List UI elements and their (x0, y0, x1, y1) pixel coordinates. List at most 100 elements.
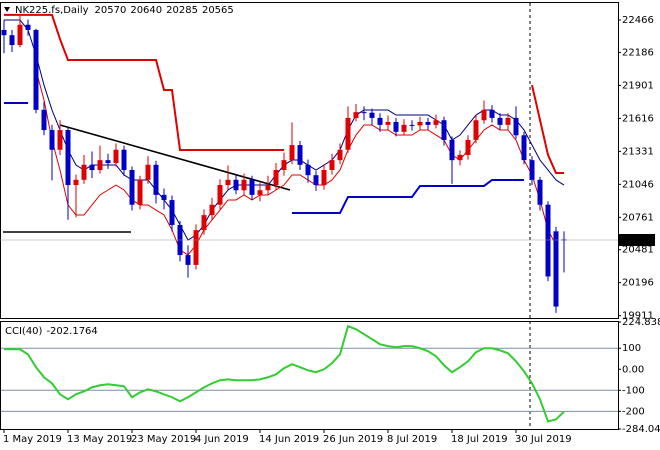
candle-body (553, 231, 559, 307)
main-pane (0, 2, 619, 319)
candle-body (129, 169, 135, 205)
candle-body (257, 190, 263, 195)
candle-body (201, 215, 207, 231)
candle-body (169, 200, 175, 225)
x-tick-label: 13 May 2019 (67, 434, 132, 445)
last-price-box (619, 234, 655, 247)
close-value: 20565 (202, 5, 234, 16)
candle-body (369, 112, 375, 118)
candle-body (121, 149, 127, 170)
candle-body (97, 160, 103, 170)
y-tick-label: 20481 (622, 245, 654, 256)
y-tick-label: 224.8386 (622, 317, 660, 328)
candle-body (441, 120, 447, 140)
candle-body (401, 124, 407, 132)
x-tick-label: 8 Jul 2019 (387, 434, 437, 445)
candle-body (353, 112, 359, 118)
candle-body (545, 204, 551, 277)
x-tick-label: 23 May 2019 (131, 434, 196, 445)
candle-body (241, 179, 247, 191)
candle-body (217, 185, 223, 205)
candle-body (17, 24, 23, 46)
candle-body (521, 135, 527, 161)
indicator-title: CCI(40) -202.1764 (5, 326, 98, 337)
candle-body (41, 109, 47, 131)
candle-body (65, 130, 71, 186)
candle-body (161, 194, 167, 201)
candle-body (193, 230, 199, 265)
candle-body (393, 121, 399, 132)
y-tick-label: 22186 (622, 47, 654, 58)
indicator-value: -202.1764 (46, 326, 97, 337)
symbol: NK225.fs,Daily (15, 5, 89, 16)
candle-body (233, 179, 239, 191)
candle-body (73, 179, 79, 186)
candle-body (57, 130, 63, 150)
candle-body (425, 121, 431, 125)
candle-body (457, 154, 463, 161)
y-tick-label: 21616 (622, 113, 654, 124)
cci-pane (0, 321, 619, 430)
x-tick-label: 1 May 2019 (3, 434, 62, 445)
candle-body (33, 29, 39, 110)
indicator-line (4, 13, 284, 151)
candle-body (481, 109, 487, 121)
candle-body (225, 179, 231, 186)
y-tick-label: -284.044 (622, 424, 660, 435)
candle-body (329, 160, 335, 170)
candle-body (505, 117, 511, 125)
candle-body (305, 164, 311, 176)
candle-body (9, 35, 15, 46)
chart-title: NK225.fs,Daily 20570 20640 20285 20565 (15, 5, 234, 16)
candle-body (321, 169, 327, 186)
y-tick-label: 20761 (622, 212, 654, 223)
y-tick-label: 0.00 (622, 364, 644, 375)
candle-body (81, 164, 87, 180)
y-tick-label: -200 (622, 406, 645, 417)
candle-body (137, 179, 143, 205)
candle-body (361, 112, 367, 114)
y-tick-label: 19911 (622, 311, 654, 322)
y-tick-label: 21901 (622, 80, 654, 91)
candle-body (25, 24, 31, 30)
candle-body (449, 139, 455, 161)
indicator-line (4, 324, 565, 423)
y-tick-label: -100 (622, 385, 645, 396)
candle-body (537, 179, 543, 205)
candle-body (337, 149, 343, 161)
candle-body (297, 145, 303, 165)
candle-body (113, 149, 119, 164)
x-tick-label: 26 Jun 2019 (323, 434, 383, 445)
candle-body (529, 160, 535, 180)
candle-body (473, 120, 479, 140)
candle-body (489, 109, 495, 118)
open-value: 20570 (95, 5, 127, 16)
candle-body (105, 160, 111, 164)
candle-body (409, 124, 415, 126)
x-tick-label: 18 Jul 2019 (451, 434, 508, 445)
high-value: 20640 (130, 5, 162, 16)
indicator-line (531, 84, 564, 174)
candle-body (249, 179, 255, 195)
candle-body (209, 204, 215, 216)
candle-body (433, 120, 439, 125)
x-tick-label: 14 Jun 2019 (259, 434, 319, 445)
candle-body (185, 255, 191, 265)
candle-body (513, 117, 519, 136)
y-tick-label: 22466 (622, 15, 654, 26)
x-tick-label: 30 Jul 2019 (515, 434, 572, 445)
x-tick-label: 4 Jun 2019 (195, 434, 249, 445)
last-price-label: 20565 (621, 235, 653, 246)
candle-body (289, 145, 295, 161)
candle-body (497, 117, 503, 125)
candle-body (265, 185, 271, 191)
indicator-name: CCI(40) (5, 326, 43, 337)
menu-icon (4, 7, 10, 12)
candle-body (345, 117, 351, 150)
candle-body (281, 160, 287, 170)
y-tick-label: 21046 (622, 179, 654, 190)
candle-body (1, 29, 7, 36)
candle-body (377, 117, 383, 125)
y-tick-label: 21331 (622, 146, 654, 157)
